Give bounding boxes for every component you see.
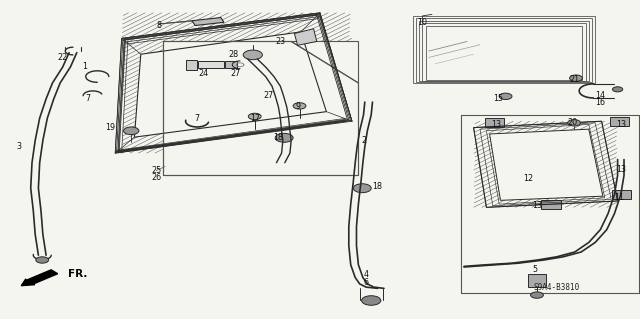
Text: 22: 22: [58, 53, 68, 62]
Circle shape: [612, 87, 623, 92]
Bar: [186, 60, 197, 70]
Circle shape: [124, 127, 139, 135]
Text: 19: 19: [105, 123, 115, 132]
Polygon shape: [192, 18, 224, 26]
Text: 28: 28: [228, 50, 239, 59]
Text: 16: 16: [595, 98, 605, 107]
Text: 25: 25: [151, 166, 161, 175]
Bar: [225, 61, 237, 68]
Text: 7: 7: [195, 114, 200, 122]
Text: 26: 26: [151, 173, 161, 182]
Text: 21: 21: [570, 75, 580, 84]
Bar: [422, 23, 586, 81]
Text: 23: 23: [275, 37, 285, 46]
Text: 9: 9: [295, 102, 300, 111]
Circle shape: [530, 168, 545, 176]
Bar: [426, 26, 582, 80]
Circle shape: [532, 183, 543, 188]
Polygon shape: [490, 129, 603, 200]
Bar: [528, 274, 546, 287]
Text: 12: 12: [523, 174, 533, 183]
Bar: [413, 16, 595, 83]
Bar: [198, 61, 224, 68]
Circle shape: [499, 93, 512, 100]
Bar: [612, 190, 631, 199]
Bar: [416, 19, 592, 82]
Bar: [541, 200, 561, 209]
Text: 11: 11: [614, 193, 625, 202]
Circle shape: [568, 120, 580, 126]
Circle shape: [531, 292, 543, 298]
Bar: [163, 41, 358, 175]
Text: 4: 4: [364, 270, 369, 279]
Circle shape: [353, 184, 371, 193]
Text: 2: 2: [361, 136, 366, 145]
Text: 7: 7: [86, 94, 91, 103]
Polygon shape: [134, 32, 326, 137]
Text: 27: 27: [230, 69, 241, 78]
FancyArrow shape: [21, 270, 58, 286]
Text: 13: 13: [491, 120, 501, 129]
Text: 6: 6: [364, 278, 369, 287]
Bar: [485, 118, 504, 127]
Text: 27: 27: [264, 91, 274, 100]
Text: 18: 18: [372, 182, 383, 191]
Text: 18: 18: [273, 133, 284, 142]
Bar: [610, 117, 629, 126]
Text: 14: 14: [595, 91, 605, 100]
Text: 20: 20: [568, 118, 578, 127]
Text: 3: 3: [17, 142, 22, 151]
Text: 8: 8: [156, 21, 161, 30]
Polygon shape: [294, 29, 317, 45]
Text: 13: 13: [616, 120, 626, 129]
Text: 13: 13: [616, 165, 626, 174]
Text: 15: 15: [493, 94, 503, 103]
Text: S9A4-B3810: S9A4-B3810: [534, 283, 580, 292]
Text: 10: 10: [417, 18, 428, 27]
Text: FR.: FR.: [68, 269, 87, 279]
Bar: [163, 41, 358, 175]
Circle shape: [275, 133, 293, 142]
Text: 1: 1: [83, 63, 88, 71]
Circle shape: [362, 296, 381, 305]
Text: 13: 13: [532, 201, 543, 210]
Circle shape: [248, 113, 261, 120]
Circle shape: [36, 257, 49, 263]
Circle shape: [243, 50, 262, 60]
Circle shape: [570, 75, 582, 81]
Text: 17: 17: [250, 114, 260, 122]
Bar: [419, 21, 589, 81]
Circle shape: [293, 103, 306, 109]
Text: 5: 5: [532, 265, 538, 274]
Text: 24: 24: [198, 69, 209, 78]
